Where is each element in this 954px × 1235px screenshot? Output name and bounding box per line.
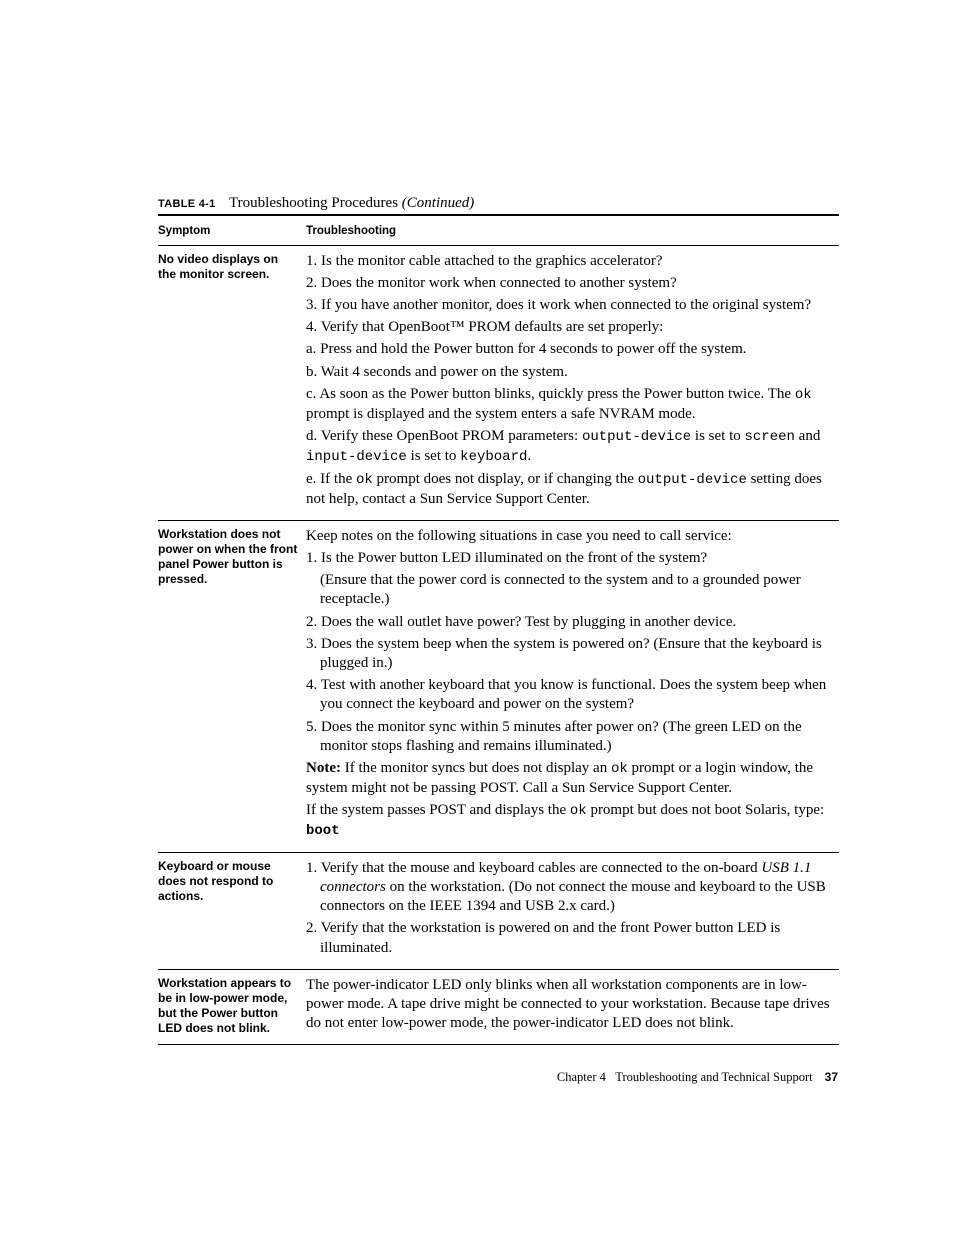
- page-footer: Chapter 4 Troubleshooting and Technical …: [557, 1070, 838, 1085]
- intro: Keep notes on the following situations i…: [306, 527, 833, 546]
- step: 5. Does the monitor sync within 5 minute…: [306, 718, 833, 756]
- substep: a. Press and hold the Power button for 4…: [306, 340, 833, 359]
- footer-title: Troubleshooting and Technical Support: [615, 1070, 812, 1084]
- col-troubleshooting: Troubleshooting: [306, 215, 839, 245]
- substep: d. Verify these OpenBoot PROM parameters…: [306, 427, 833, 467]
- troubleshooting-table: Symptom Troubleshooting No video display…: [158, 214, 839, 1045]
- symptom-cell: Workstation does not power on when the f…: [158, 520, 306, 852]
- troubleshooting-cell: Keep notes on the following situations i…: [306, 520, 839, 852]
- step: 1. Is the monitor cable attached to the …: [306, 252, 833, 271]
- table-row: Workstation does not power on when the f…: [158, 520, 839, 852]
- step: 3. If you have another monitor, does it …: [306, 296, 833, 315]
- table-continued: (Continued): [402, 195, 475, 211]
- troubleshooting-cell: 1. Verify that the mouse and keyboard ca…: [306, 852, 839, 969]
- paragraph: The power-indicator LED only blinks when…: [306, 976, 833, 1034]
- substep: b. Wait 4 seconds and power on the syste…: [306, 363, 833, 382]
- step: 1. Verify that the mouse and keyboard ca…: [306, 859, 833, 917]
- step: 3. Does the system beep when the system …: [306, 635, 833, 673]
- troubleshooting-cell: 1. Is the monitor cable attached to the …: [306, 245, 839, 520]
- symptom-cell: Workstation appears to be in low-power m…: [158, 969, 306, 1045]
- footer-chapter: Chapter 4: [557, 1070, 606, 1084]
- table-row: No video displays on the monitor screen.…: [158, 245, 839, 520]
- table-row: Keyboard or mouse does not respond to ac…: [158, 852, 839, 969]
- step: 2. Does the monitor work when connected …: [306, 274, 833, 293]
- page-number: 37: [825, 1070, 838, 1084]
- step: 4. Verify that OpenBoot™ PROM defaults a…: [306, 318, 833, 337]
- step: 2. Does the wall outlet have power? Test…: [306, 613, 833, 632]
- post-note: If the system passes POST and displays t…: [306, 801, 833, 841]
- substep: e. If the ok prompt does not display, or…: [306, 470, 833, 509]
- symptom-cell: Keyboard or mouse does not respond to ac…: [158, 852, 306, 969]
- substep: c. As soon as the Power button blinks, q…: [306, 385, 833, 424]
- step: 2. Verify that the workstation is powere…: [306, 919, 833, 957]
- step: 4. Test with another keyboard that you k…: [306, 676, 833, 714]
- table-title-text: Troubleshooting Procedures: [229, 195, 398, 211]
- table-row: Workstation appears to be in low-power m…: [158, 969, 839, 1045]
- note: Note: If the monitor syncs but does not …: [306, 759, 833, 798]
- table-label: TABLE 4-1: [158, 198, 216, 210]
- table-caption: TABLE 4-1 Troubleshooting Procedures (Co…: [158, 195, 474, 212]
- troubleshooting-cell: The power-indicator LED only blinks when…: [306, 969, 839, 1045]
- step-note: (Ensure that the power cord is connected…: [306, 571, 833, 609]
- step: 1. Is the Power button LED illuminated o…: [306, 549, 833, 568]
- col-symptom: Symptom: [158, 215, 306, 245]
- symptom-cell: No video displays on the monitor screen.: [158, 245, 306, 520]
- table-title: Troubleshooting Procedures (Continued): [229, 195, 474, 211]
